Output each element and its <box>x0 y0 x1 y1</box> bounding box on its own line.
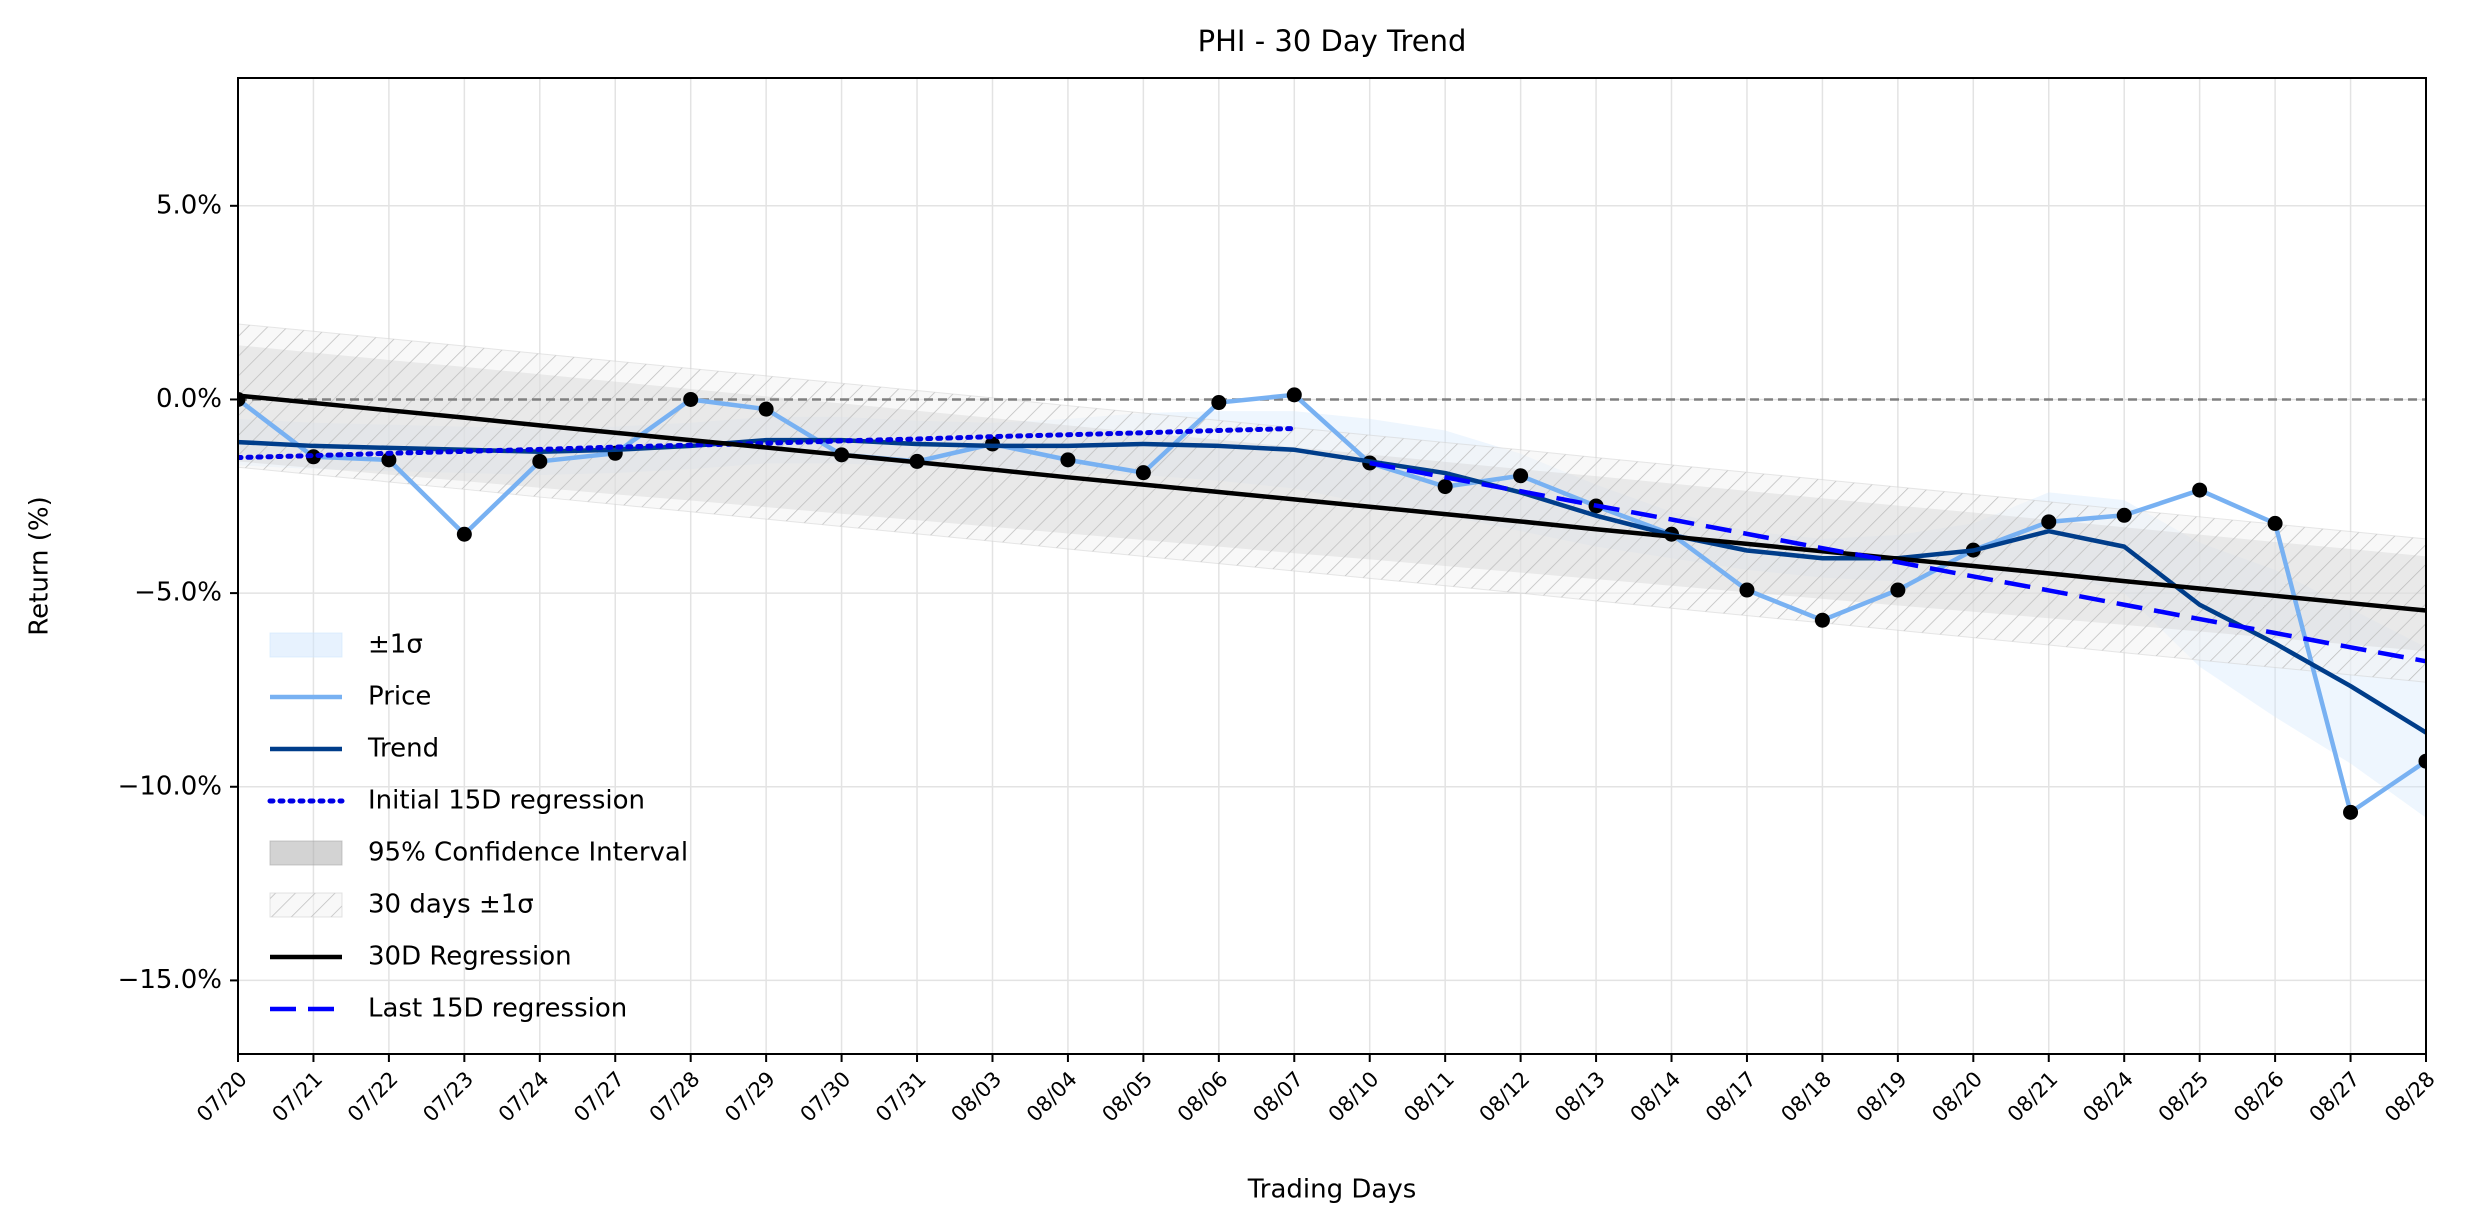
legend-swatch <box>269 892 343 918</box>
line <box>238 426 1297 461</box>
marker <box>2418 753 2426 769</box>
marker <box>1513 468 1529 484</box>
legend-label: Last 15D regression <box>368 994 627 1024</box>
legend-entry: 95% Confidence Interval <box>269 838 688 868</box>
y-tick-label: −15.0% <box>118 965 222 995</box>
marker <box>2116 507 2132 523</box>
legend-entry: 30D Regression <box>270 942 572 972</box>
legend-label: Initial 15D regression <box>368 786 645 816</box>
marker <box>1135 465 1151 481</box>
marker <box>1739 582 1755 598</box>
legend-entry: Trend <box>270 734 439 764</box>
marker <box>532 453 548 469</box>
marker <box>2041 514 2057 530</box>
line <box>238 392 2426 815</box>
axes-frame <box>237 77 2427 1055</box>
legend-label: ±1σ <box>368 630 423 660</box>
legend-label: Price <box>368 682 431 712</box>
marker <box>305 449 321 465</box>
legend-entry: ±1σ <box>269 630 423 660</box>
legend-label: 30 days ±1σ <box>368 890 534 920</box>
marker <box>758 401 774 417</box>
line <box>238 393 2426 613</box>
marker <box>683 391 699 407</box>
legend-label: Trend <box>367 734 439 764</box>
y-tick-label: −10.0% <box>118 771 222 801</box>
legend-entry: Last 15D regression <box>270 994 627 1024</box>
y-tick-label: 0.0% <box>156 384 222 414</box>
legend-label: 30D Regression <box>368 942 572 972</box>
line <box>238 437 2426 735</box>
marker <box>1814 612 1830 628</box>
line <box>1369 460 2426 664</box>
y-tick-label: −5.0% <box>134 578 222 608</box>
legend-swatch <box>269 840 343 866</box>
plot-area <box>238 78 2426 1054</box>
x-axis-label: Trading Days <box>1247 1175 1417 1205</box>
marker <box>2192 482 2208 498</box>
legend-entry: 30 days ±1σ <box>269 890 534 920</box>
marker <box>381 452 397 468</box>
marker <box>2267 515 2283 531</box>
legend-entry: Initial 15D regression <box>267 786 645 816</box>
legend-label: 95% Confidence Interval <box>368 838 688 868</box>
marker <box>2343 804 2359 820</box>
chart-title: PHI - 30 Day Trend <box>1198 24 1467 58</box>
y-tick-label: 5.0% <box>156 190 222 220</box>
marker <box>1060 452 1076 468</box>
marker <box>1286 387 1302 403</box>
marker <box>1437 479 1453 495</box>
marker <box>456 526 472 542</box>
marker <box>1211 395 1227 411</box>
legend-entry: Price <box>270 682 431 712</box>
y-axis-label: Return (%) <box>25 496 55 636</box>
legend-swatch <box>269 632 343 658</box>
marker <box>1890 582 1906 598</box>
